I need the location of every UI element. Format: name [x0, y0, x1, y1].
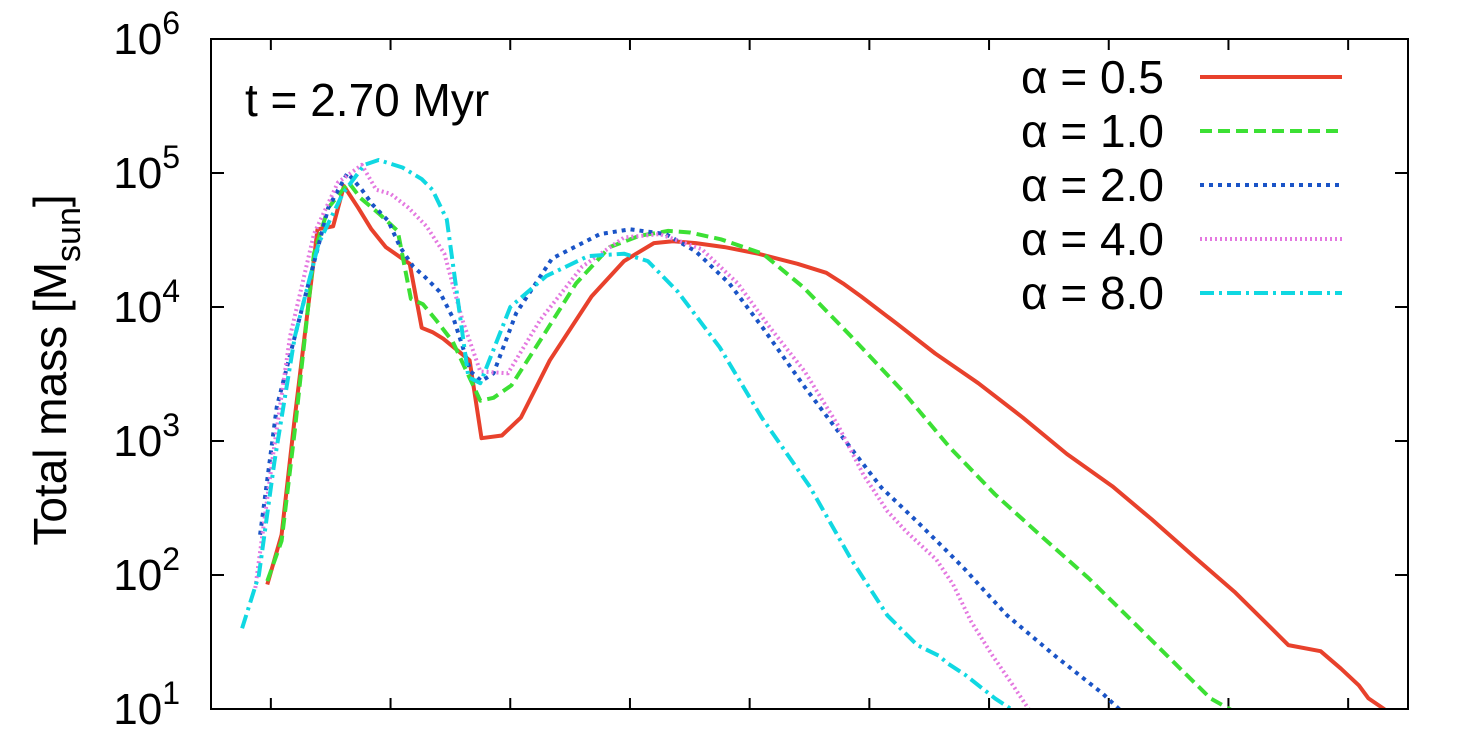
- y-tick-label: 102: [113, 541, 180, 600]
- series-line-4: [253, 162, 1032, 709]
- legend-label: α = 2.0: [1021, 159, 1164, 211]
- series-lines: [240, 158, 1387, 709]
- y-tick-labels: 101 102 103 104 105 106: [113, 5, 180, 734]
- series-line-1: [265, 184, 1387, 709]
- legend-label: α = 8.0: [1021, 267, 1164, 319]
- y-axis-label: Total mass [Msun]: [24, 194, 88, 545]
- time-annotation: t = 2.70 Myr: [245, 74, 489, 126]
- y-tick-label: 101: [113, 675, 180, 734]
- series-line-3: [258, 171, 1122, 709]
- legend-label: α = 4.0: [1021, 213, 1164, 265]
- legend-label: α = 1.0: [1021, 105, 1164, 157]
- y-tick-label: 105: [113, 139, 180, 198]
- legend-label: α = 0.5: [1021, 51, 1164, 103]
- y-tick-label: 106: [113, 5, 180, 64]
- y-tick-label: 103: [113, 407, 180, 466]
- y-tick-label: 104: [113, 273, 180, 332]
- plot-frame: [210, 38, 1409, 710]
- series-line-2: [265, 180, 1234, 709]
- series-line-5: [240, 158, 1015, 709]
- axis-ticks: [211, 38, 1408, 710]
- legend: α = 0.5α = 1.0α = 2.0α = 4.0α = 8.0: [1021, 51, 1342, 319]
